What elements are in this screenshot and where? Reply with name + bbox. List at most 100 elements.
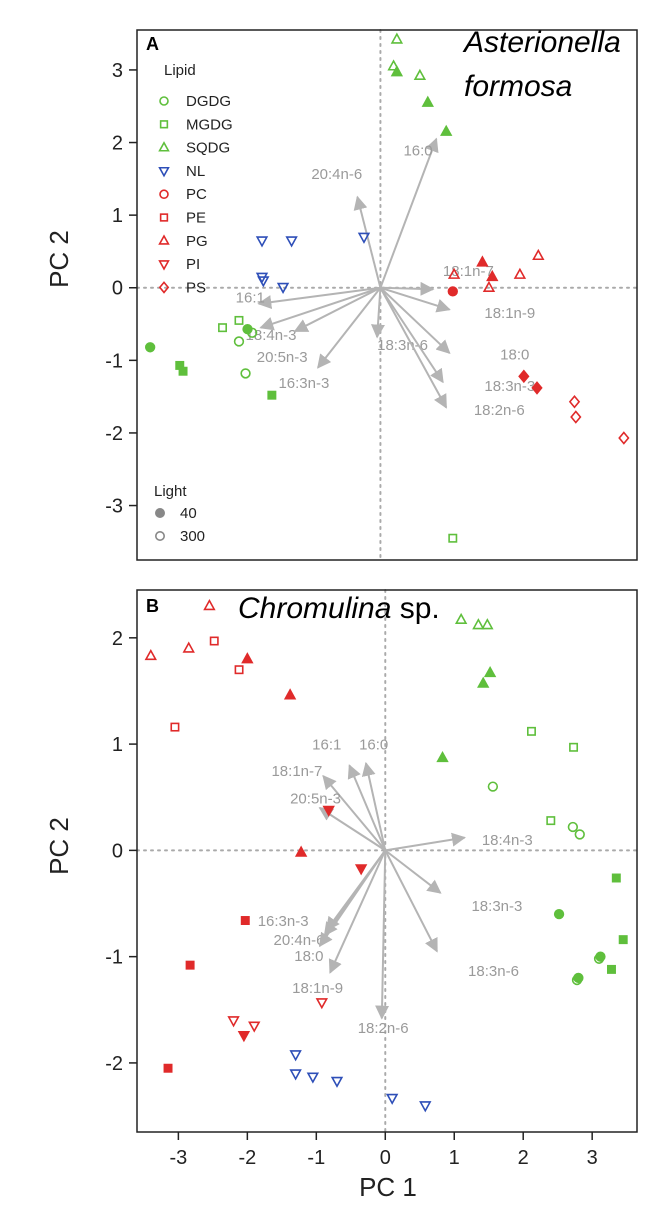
loading-arrow (361, 761, 387, 851)
legend-light-label: 300 (180, 528, 205, 545)
panel-b-species-title: Chromulina sp. (238, 592, 440, 625)
loading-arrow-label: 18:4n-3 (482, 832, 533, 849)
y-tick-label: -1 (105, 350, 123, 372)
legend-lipid-label: PE (186, 210, 206, 227)
legend-lipid-label: DGDG (186, 93, 231, 110)
panel-a-y-ticks: -3 -2 -1 0 1 2 3 (105, 60, 137, 518)
sample-point (553, 908, 565, 920)
loading-arrow (370, 287, 385, 339)
panel-a-y-axis-label: PC 2 (44, 230, 74, 288)
panel-b-zero-lines (136, 589, 638, 1133)
panel-b-species-italic: Chromulina (238, 592, 391, 625)
loading-arrow-label: 18:2n-6 (358, 1020, 409, 1037)
sample-point (227, 1016, 240, 1028)
legend-lipid-marker (159, 213, 169, 222)
y-tick-label: 1 (112, 205, 123, 227)
legend-lipid-marker (159, 189, 169, 199)
sample-point (237, 1031, 251, 1043)
sample-point (419, 1101, 432, 1113)
sample-point (234, 665, 244, 675)
legend-light-marker (155, 507, 166, 518)
sample-point (315, 998, 329, 1010)
sample-point (571, 974, 583, 986)
sample-point (387, 59, 400, 71)
panel-b-frame (136, 589, 638, 1133)
sample-point (209, 636, 219, 646)
sample-point (618, 431, 630, 445)
loading-arrow-label: 16:3n-3 (278, 375, 329, 392)
x-tick-label: -2 (238, 1147, 256, 1169)
sample-point (257, 276, 270, 288)
sample-point (241, 652, 254, 664)
panel-b-sample-points (144, 598, 628, 1113)
sample-point (390, 32, 404, 44)
sample-point (477, 676, 490, 688)
sample-point (513, 267, 527, 279)
sample-point (440, 124, 453, 136)
loading-arrow (322, 774, 387, 852)
sample-point (182, 641, 195, 653)
legend-lipid-label: MGDG (186, 116, 233, 133)
loading-arrow-label: 18:1n-7 (271, 763, 322, 780)
loading-arrow (317, 287, 382, 369)
sample-point (218, 323, 228, 333)
sample-point (570, 410, 582, 424)
legend-lipid-marker (158, 166, 170, 178)
shared-x-axis-label: PC 1 (359, 1172, 417, 1202)
y-tick-label: -3 (105, 496, 123, 518)
loading-arrow (379, 287, 444, 384)
x-tick-label: -1 (307, 1147, 325, 1169)
sample-point (233, 336, 245, 347)
loading-arrow-label: 16:0 (403, 143, 432, 160)
loading-arrow-label: 20:5n-3 (290, 791, 341, 808)
sample-point (234, 315, 244, 325)
x-tick-label: 1 (449, 1147, 460, 1169)
panel-b-species-plain: sp. (391, 592, 439, 625)
sample-point (486, 269, 499, 282)
sample-point (454, 612, 468, 625)
sample-point (390, 65, 404, 77)
sample-point (607, 964, 616, 974)
loading-arrow (257, 286, 381, 310)
loading-arrow-label: 16:1 (236, 289, 265, 306)
y-tick-label: 3 (112, 60, 123, 82)
y-tick-label: -2 (105, 423, 123, 445)
sample-point (593, 953, 605, 964)
legend-lipid-label: PC (186, 186, 207, 203)
loading-arrow (293, 286, 381, 333)
sample-point (447, 267, 461, 279)
sample-point (255, 236, 269, 248)
loading-arrow-label: 16:0 (359, 736, 388, 753)
sample-point (178, 366, 188, 376)
loading-arrow (353, 195, 382, 288)
loading-arrow (384, 849, 442, 894)
sample-point (532, 248, 545, 261)
loading-arrow (318, 849, 387, 948)
y-tick-label: 0 (112, 840, 123, 862)
sample-point (618, 935, 628, 945)
sample-point (527, 726, 536, 736)
loading-arrow (385, 832, 466, 852)
legend-light-label: 40 (180, 505, 197, 522)
panel-b-biplot: 16:1 16:0 18:1n-7 20:5n-3 18:4n-3 18:3n-3 18:3… (44, 589, 638, 1202)
y-tick-label: 0 (112, 278, 123, 300)
sample-point (322, 805, 335, 817)
panel-b-x-ticks: -3 -2 -1 0 1 2 3 (169, 1132, 598, 1169)
sample-point (483, 665, 497, 678)
loading-arrow (375, 850, 390, 1020)
sample-point (289, 1069, 302, 1081)
sample-point (421, 95, 434, 107)
loading-arrow-label: 18:0 (500, 347, 529, 364)
loading-arrow (380, 281, 435, 296)
panel-a-frame (136, 29, 638, 561)
legend-lipid-marker (158, 281, 170, 294)
y-tick-label: 2 (112, 133, 123, 155)
sample-point (447, 286, 458, 297)
x-tick-label: -3 (169, 1147, 187, 1169)
panel-b-y-ticks: -2 -1 0 1 2 (105, 628, 137, 1075)
sample-point (185, 960, 195, 970)
loading-arrow-label: 18:3n-6 (468, 963, 519, 980)
panel-a-biplot: 16:0 20:4n-6 18:1n-7 18:1n-9 16:1 18:4n-3 20:5… (44, 26, 638, 561)
